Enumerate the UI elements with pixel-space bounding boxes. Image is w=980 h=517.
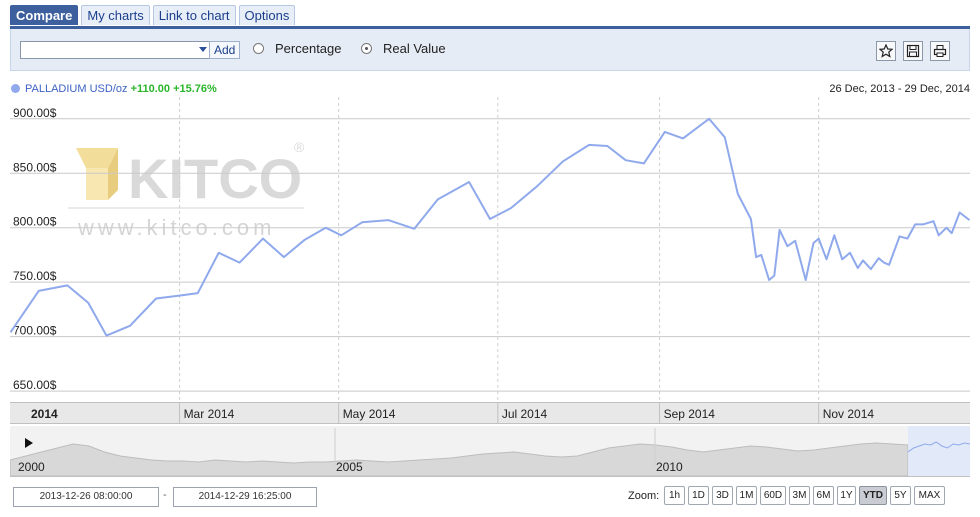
price-chart[interactable]: 650.00$ 700.00$ 750.00$ 800.00$ 850.00$ 900.0… [10,97,970,402]
zoom-button-3d[interactable]: 3D [712,486,733,505]
percentage-radio[interactable] [253,43,264,54]
print-button[interactable] [930,41,950,61]
change-percent: +15.76% [173,83,217,95]
vertical-grid [179,97,820,402]
y-tick-label: 900.00$ [13,106,57,120]
real-value-label: Real Value [383,41,446,56]
radio-selected-dot [365,47,368,50]
star-icon [879,44,893,58]
navigator-year-2010: 2010 [656,460,683,474]
symbol-combobox[interactable] [20,41,210,59]
series-name: PALLADIUM USD/oz [25,83,128,95]
real-value-radio[interactable] [361,43,372,54]
y-tick-label: 750.00$ [13,269,57,283]
navigator-year-2005: 2005 [336,460,363,474]
print-icon [933,45,947,57]
navigator-chart[interactable]: 2000 2005 2010 [9,426,971,477]
compare-toolbar: Add Percentage Real Value [10,29,970,71]
x-tick-label: 2014 [31,407,58,421]
y-tick-label: 850.00$ [13,160,57,174]
zoom-label: Zoom: [628,490,660,502]
x-tick-label: Nov 2014 [823,407,875,421]
zoom-button-60d[interactable]: 60D [760,486,786,505]
zoom-button-6m[interactable]: 6M [813,486,834,505]
date-range-label: 26 Dec, 2013 - 29 Dec, 2014 [829,83,970,95]
x-axis: 2014 Mar 2014 May 2014 Jul 2014 Sep 2014 Nov … [31,403,875,423]
y-tick-label: 800.00$ [13,215,57,229]
percentage-label: Percentage [275,41,342,56]
series-color-dot [11,84,20,93]
tab-options[interactable]: Options [238,5,296,25]
y-axis-labels: 650.00$ 700.00$ 750.00$ 800.00$ 850.00$ 900.0… [13,106,57,392]
zoom-button-3m[interactable]: 3M [789,486,810,505]
save-button[interactable] [903,41,923,61]
y-tick-label: 700.00$ [13,324,57,338]
tab-compare[interactable]: Compare [10,5,79,25]
zoom-button-max[interactable]: MAX [914,486,945,505]
y-tick-label: 650.00$ [13,378,57,392]
date-separator: - [163,489,167,501]
zoom-button-5y[interactable]: 5Y [890,486,911,505]
range-navigator[interactable]: 2000 2005 2010 [9,426,971,477]
symbol-input[interactable] [21,42,187,58]
end-date-field[interactable]: 2014-12-29 16:25:00 [173,487,317,507]
add-button[interactable]: Add [209,41,241,59]
series-legend[interactable]: PALLADIUM USD/oz +110.00 +15.76% [11,83,217,95]
chevron-down-icon[interactable] [199,47,207,52]
favorite-button[interactable] [876,41,896,61]
navigator-selection[interactable] [908,426,970,476]
tab-link-to-chart[interactable]: Link to chart [152,5,236,25]
zoom-button-1d[interactable]: 1D [688,486,709,505]
navigator-selected-series [907,441,971,453]
x-tick-label: Jul 2014 [502,407,548,421]
change-absolute: +110.00 [130,83,171,95]
start-date-field[interactable]: 2013-12-26 08:00:00 [13,487,159,507]
x-tick-label: May 2014 [343,407,396,421]
zoom-button-1y[interactable]: 1Y [837,486,856,505]
palladium-series-line[interactable] [10,117,970,337]
navigator-area [9,442,909,477]
x-tick-label: Sep 2014 [664,407,716,421]
play-icon[interactable] [25,438,33,448]
tab-bar: Compare My charts Link to chart Options [10,5,296,27]
save-icon [906,44,920,58]
navigator-year-2000: 2000 [18,460,45,474]
zoom-button-1m[interactable]: 1M [736,486,757,505]
tab-my-charts[interactable]: My charts [81,5,150,25]
horizontal-grid [10,118,970,392]
zoom-button-ytd[interactable]: YTD [859,486,887,505]
zoom-button-1h[interactable]: 1h [664,486,685,505]
tab-underline [10,26,970,29]
x-tick-label: Mar 2014 [184,407,235,421]
x-axis-band: 2014 Mar 2014 May 2014 Jul 2014 Sep 2014 Nov … [10,402,970,424]
